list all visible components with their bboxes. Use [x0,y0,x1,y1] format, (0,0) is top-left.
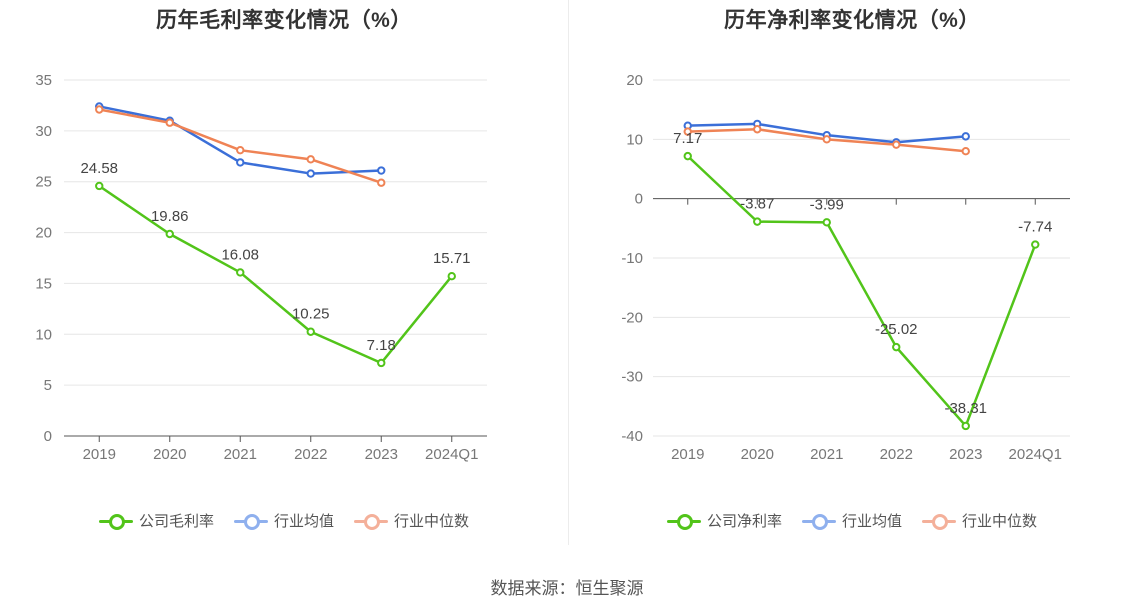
y-tick-label: 30 [35,123,52,140]
y-tick-label: -10 [621,250,643,267]
legend-marker-icon [354,513,388,530]
data-point [306,327,315,336]
data-point [306,155,315,164]
gross-margin-chart: 0 5 10 15 20 25 30 35 2019 2020 2021 2022 2023 2024Q1… [35,72,487,463]
data-point [377,166,386,175]
data-point [95,105,104,114]
data-point [683,127,692,136]
chart-legend: 公司毛利率 行业均值 行业中位数 [0,510,568,531]
legend-item[interactable]: 行业均值 [801,510,902,531]
y-tick-label: 20 [35,225,52,242]
legend-marker-icon [233,513,268,530]
y-tick-label: 10 [626,131,643,148]
y-tick-label: 0 [635,191,643,208]
data-point [753,217,762,226]
data-point [753,125,762,134]
x-tick-label: 2019 [671,446,704,463]
panel-divider [568,0,569,545]
x-tick-label: 2022 [880,446,913,463]
data-point [447,272,456,281]
y-tick-label: -30 [621,369,643,386]
legend-marker-icon [98,513,133,530]
data-label: -3.87 [740,196,774,213]
x-tick-label: 2024Q1 [425,446,478,463]
gross-margin-panel: 历年毛利率变化情况（%） 0 5 10 15 20 25 30 35 2019 2020 2021 2… [0,0,568,560]
data-point [236,145,245,155]
data-point [377,358,386,368]
data-label: 15.71 [433,250,471,267]
data-point [95,181,104,191]
y-tick-label: -20 [621,309,643,326]
legend-marker-icon [922,513,956,530]
data-point [236,158,245,167]
x-tick-label: 2023 [949,446,982,463]
data-point [892,342,901,352]
x-tick-label: 2020 [741,446,774,463]
data-label: 7.17 [673,130,702,147]
data-point [683,151,692,161]
data-point [961,147,970,156]
chart-title: 历年毛利率变化情况（%） [156,9,412,32]
legend-item[interactable]: 行业中位数 [922,510,1037,531]
series-line [98,184,453,365]
legend-item[interactable]: 公司毛利率 [98,510,214,531]
x-tick-label: 2020 [153,446,186,463]
y-tick-label: 5 [44,377,52,394]
y-tick-label: 25 [35,174,52,191]
data-point [165,118,174,127]
x-tick-label: 2021 [810,446,843,463]
legend-label: 行业均值 [273,513,334,530]
data-point [165,229,174,239]
data-point [306,169,315,178]
x-tick-label: 2024Q1 [1009,446,1062,463]
data-source-note: 数据来源：恒生聚源 [490,579,644,598]
data-point [1031,240,1040,249]
chart-title: 历年净利率变化情况（%） [724,9,980,32]
data-point [892,140,901,149]
y-tick-label: -40 [621,428,643,445]
legend-marker-icon [801,513,836,530]
data-point [961,421,970,431]
series-line [686,155,1037,428]
x-tick-label: 2021 [224,446,257,463]
net-margin-panel: 历年净利率变化情况（%） -40 -30 -20 -10 0 10 20 2019 2020 20… [570,0,1134,560]
legend-marker-icon [666,513,701,530]
data-point [822,218,831,227]
legend-item[interactable]: 行业中位数 [354,510,469,531]
data-point [961,132,970,141]
data-label: -25.02 [875,321,918,338]
legend-label: 行业中位数 [962,513,1038,530]
y-tick-label: 0 [44,428,52,445]
data-label: -38.31 [944,400,987,417]
x-tick-label: 2023 [365,446,398,463]
legend-label: 行业均值 [841,513,902,530]
data-label: -3.99 [810,196,844,213]
legend-label: 公司净利率 [706,513,782,530]
data-point [236,268,245,277]
data-label: 16.08 [221,246,259,263]
data-point [377,178,386,187]
y-tick-label: 15 [35,275,52,292]
x-tick-label: 2019 [83,446,116,463]
data-label: 7.18 [367,337,396,354]
data-label: 10.25 [292,306,330,323]
net-margin-chart: -40 -30 -20 -10 0 10 20 2019 2020 2021 2022 2023 202… [621,72,1070,463]
data-label: 24.58 [80,160,118,177]
data-label: -7.74 [1018,219,1052,236]
legend-label: 行业中位数 [394,513,470,530]
data-label: 19.86 [151,208,189,225]
y-tick-label: 35 [35,72,52,89]
legend-item[interactable]: 行业均值 [233,510,334,531]
legend-label: 公司毛利率 [138,513,214,530]
x-tick-label: 2022 [294,446,327,463]
y-tick-label: 10 [35,326,52,343]
y-tick-label: 20 [626,72,643,89]
data-point [822,135,831,144]
legend-item[interactable]: 公司净利率 [666,510,782,531]
chart-legend: 公司净利率 行业均值 行业中位数 [570,510,1134,531]
